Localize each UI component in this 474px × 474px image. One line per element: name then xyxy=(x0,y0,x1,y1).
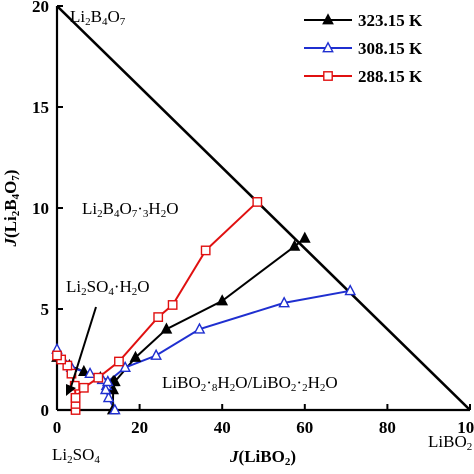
vertex-label-top: Li2B4O7 xyxy=(70,7,126,28)
region-label-li2b4o7-hydrate: Li2B4O7·3H2O xyxy=(82,199,178,220)
legend-marker xyxy=(323,71,333,81)
axis-ticks: 0 20 40 60 80 100 0 5 10 15 20 xyxy=(32,0,474,437)
legend: 323.15 K 308.15 K 288.15 K xyxy=(294,4,470,97)
y-tick-label: 10 xyxy=(32,199,49,218)
x-tick-label: 100 xyxy=(457,418,474,437)
data-point xyxy=(193,322,206,334)
data-point xyxy=(298,231,311,243)
x-tick-label: 40 xyxy=(214,418,231,437)
y-tick-label: 5 xyxy=(41,300,50,319)
data-point xyxy=(101,375,114,387)
data-markers xyxy=(51,197,357,415)
triangle-boundary xyxy=(56,5,471,411)
x-tick-label: 20 xyxy=(131,418,148,437)
data-point xyxy=(167,300,178,310)
y-axis-title: J(Li2B4O7) xyxy=(1,170,22,248)
data-point xyxy=(288,239,301,251)
data-point xyxy=(344,284,357,296)
data-point xyxy=(200,245,211,256)
data-point xyxy=(153,312,164,322)
data-point xyxy=(216,294,229,306)
data-point xyxy=(70,392,81,403)
data-point xyxy=(278,296,291,308)
y-tick-label: 15 xyxy=(32,98,49,117)
y-tick-label: 20 xyxy=(32,0,49,16)
data-point xyxy=(252,197,263,207)
data-point xyxy=(78,382,89,393)
data-point xyxy=(93,372,104,383)
legend-label: 323.15 K xyxy=(358,11,423,30)
x-axis-title: J(LiBO2) xyxy=(229,447,296,468)
vertex-label-bottom-right: LiBO2 xyxy=(428,432,472,453)
data-point xyxy=(84,366,96,379)
data-point xyxy=(77,364,90,377)
data-point xyxy=(150,348,162,360)
legend-label: 308.15 K xyxy=(358,39,423,58)
data-point xyxy=(160,322,173,334)
data-point xyxy=(119,360,132,372)
data-point xyxy=(52,350,62,361)
series-line xyxy=(74,201,258,399)
region-pointer-arrowhead xyxy=(66,384,76,396)
data-point xyxy=(114,356,124,367)
region-label-libo2-hydrates: LiBO2·8H2O/LiBO2·2H2O xyxy=(162,373,338,394)
legend-marker xyxy=(322,13,334,25)
data-point xyxy=(62,360,73,371)
data-point xyxy=(129,350,142,362)
data-point xyxy=(108,403,121,415)
region-label-li2so4-hydrate: Li2SO4·H2O xyxy=(66,277,150,298)
x-tick-label: 60 xyxy=(296,418,313,437)
x-tick-label: 80 xyxy=(379,418,396,437)
data-point xyxy=(102,391,115,403)
y-tick-label: 0 xyxy=(41,401,50,420)
legend-marker xyxy=(322,41,334,53)
data-point xyxy=(99,383,112,395)
vertex-label-bottom-left: Li2SO4 xyxy=(52,445,100,466)
region-pointer-arrow xyxy=(69,306,97,391)
legend-label: 288.15 K xyxy=(358,67,423,86)
x-tick-label: 0 xyxy=(53,418,62,437)
